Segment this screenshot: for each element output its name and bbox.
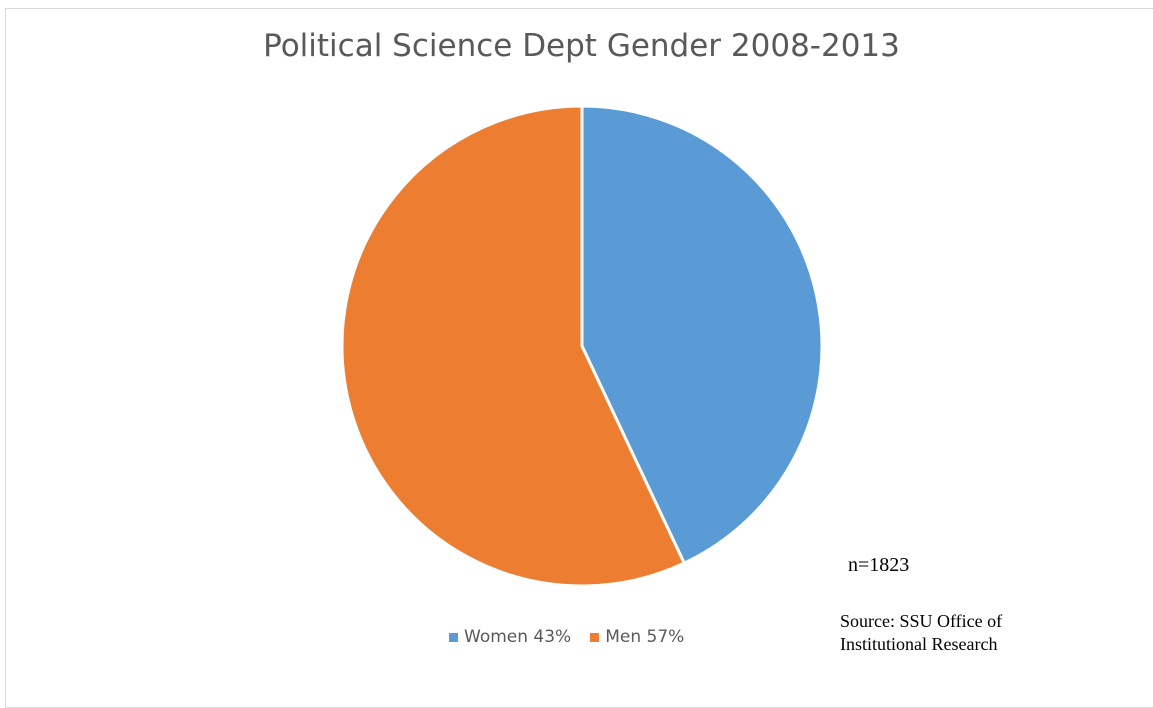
source-note-line-2: Institutional Research [840, 634, 998, 654]
legend-item-men: Men 57% [590, 627, 684, 647]
source-note-line-1: Source: SSU Office of [840, 611, 1003, 631]
legend-label-men: Men 57% [605, 627, 685, 647]
sample-size-note: n=1823 [848, 554, 910, 576]
pie-chart [340, 104, 824, 588]
legend-label-women: Women 43% [464, 627, 572, 647]
legend-item-women: Women 43% [449, 627, 571, 647]
source-note: Source: SSU Office of Institutional Rese… [840, 610, 1070, 656]
legend: Women 43% Men 57% [449, 627, 703, 647]
legend-swatch-men [590, 632, 600, 642]
pie-slice-women [580, 104, 824, 565]
chart-title: Political Science Dept Gender 2008-2013 [263, 28, 900, 64]
pie-slice-men [340, 104, 686, 588]
legend-swatch-women [449, 632, 458, 642]
